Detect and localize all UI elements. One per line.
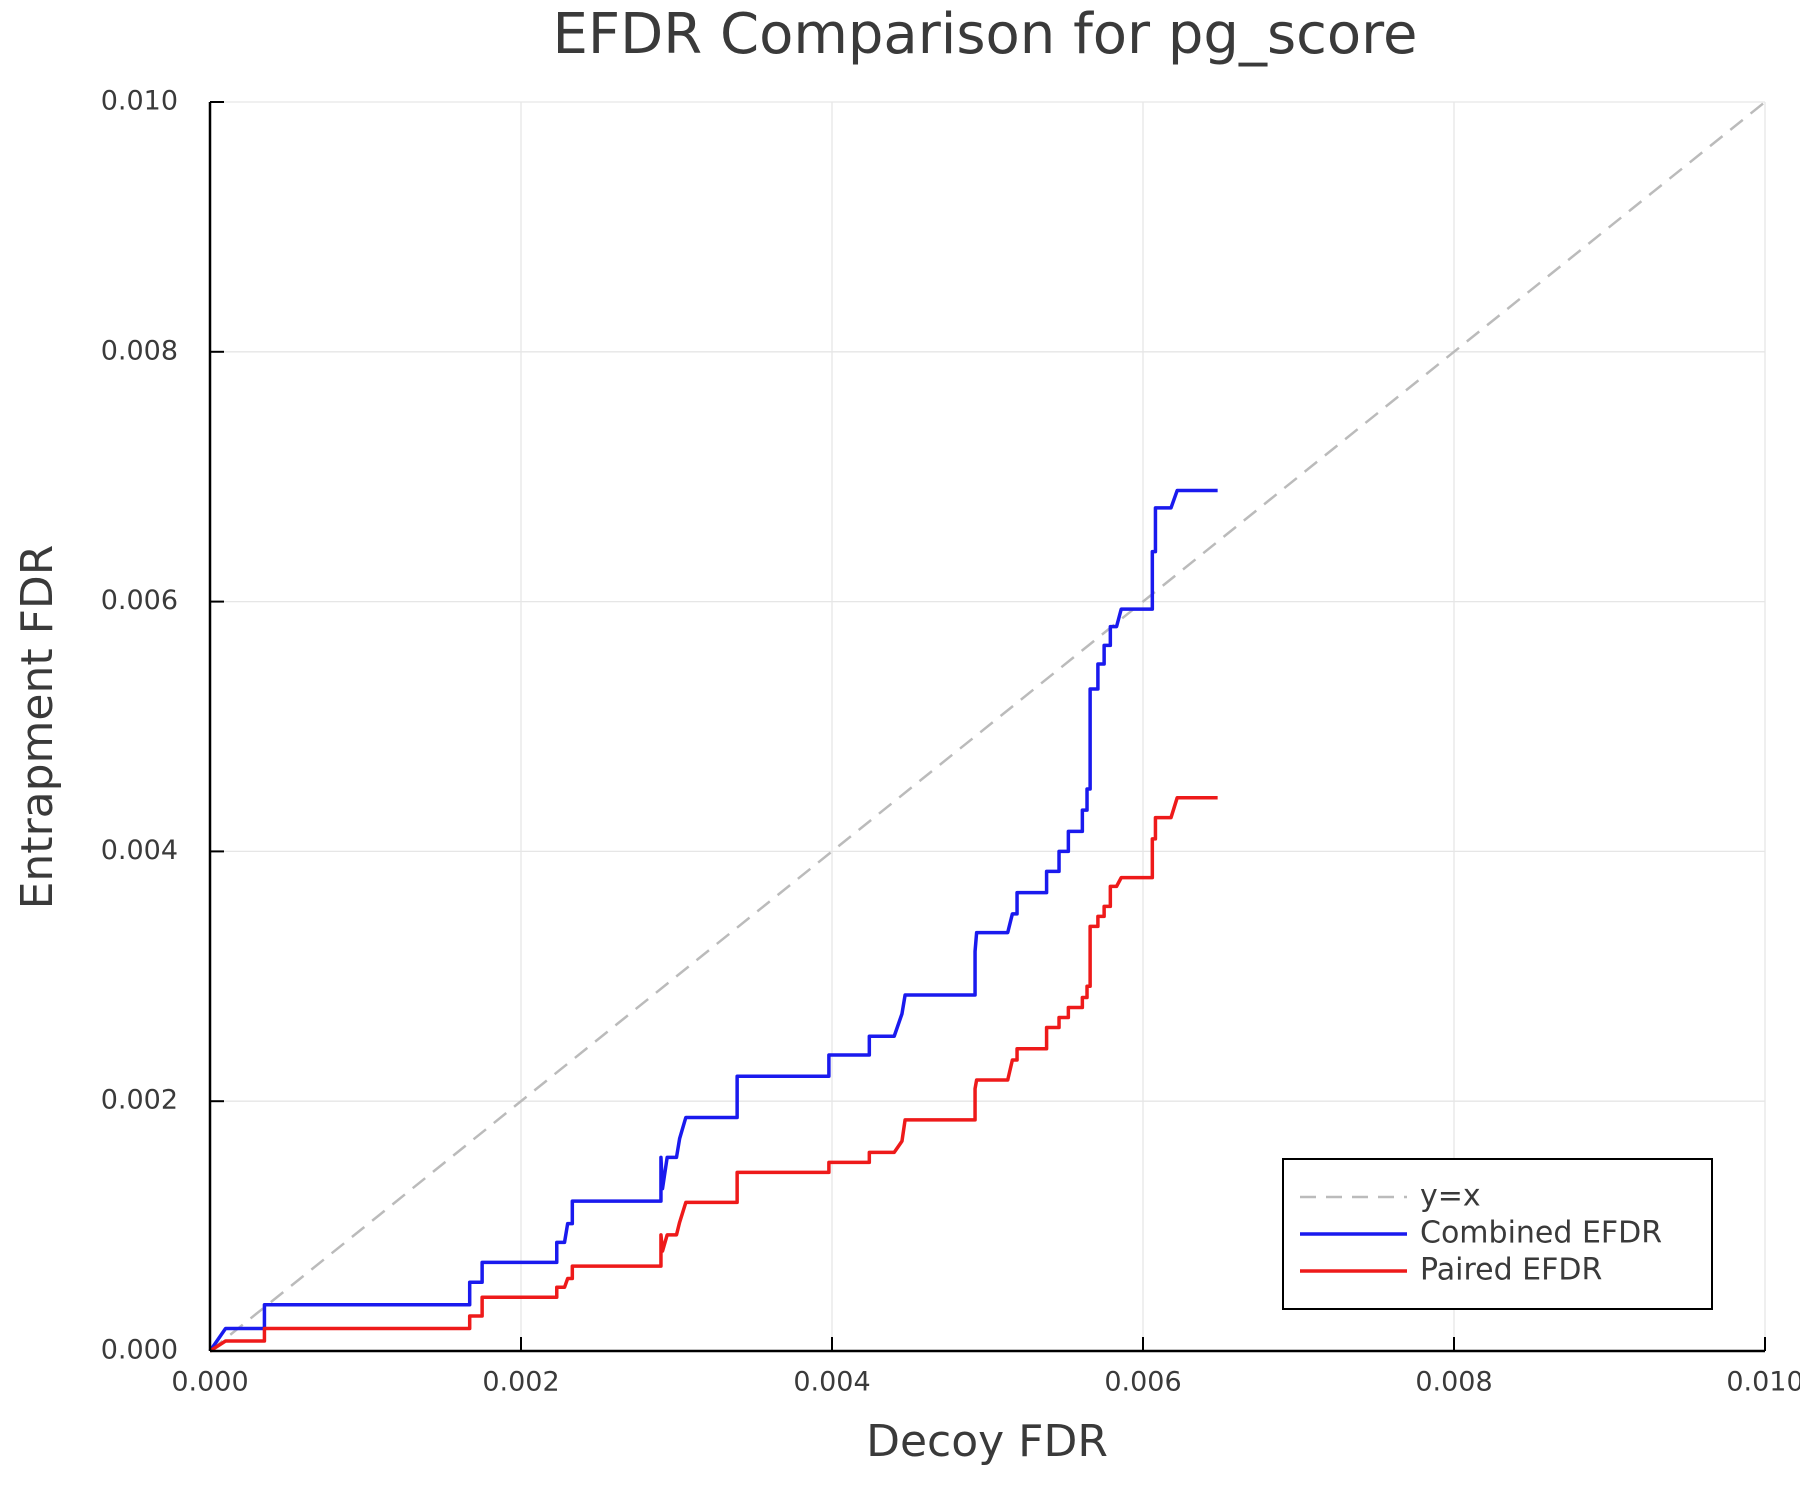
x-tick-label: 0.010 — [1726, 1367, 1800, 1398]
series-line — [208, 488, 1218, 1352]
legend-label: y=x — [1420, 1179, 1481, 1214]
x-tick-label: 0.000 — [171, 1367, 248, 1398]
y-tick-label: 0.000 — [101, 1335, 178, 1366]
y-tick-label: 0.004 — [101, 835, 178, 866]
x-axis-label: Decoy FDR — [866, 1416, 1108, 1467]
plot-lines — [208, 101, 1766, 1353]
y-tick-label: 0.002 — [101, 1085, 178, 1116]
series-line — [209, 101, 1766, 1352]
x-tick-label: 0.004 — [793, 1367, 870, 1398]
chart-title: EFDR Comparison for pg_score — [553, 2, 1418, 67]
y-tick-label: 0.008 — [101, 335, 178, 366]
y-axis-label: Entrapment FDR — [12, 545, 63, 910]
y-tick-label: 0.010 — [101, 86, 178, 117]
x-tick-label: 0.002 — [482, 1367, 559, 1398]
axes: 0.000 0.002 0.004 0.006 0.008 0.010 0.000 0.002… — [101, 86, 1800, 1398]
x-tick-label: 0.008 — [1415, 1367, 1492, 1398]
legend-label: Paired EFDR — [1420, 1253, 1602, 1288]
legend-label: Combined EFDR — [1420, 1216, 1662, 1251]
series-line — [209, 795, 1218, 1353]
y-tick-label: 0.006 — [101, 585, 178, 616]
x-tick-label: 0.006 — [1104, 1367, 1181, 1398]
